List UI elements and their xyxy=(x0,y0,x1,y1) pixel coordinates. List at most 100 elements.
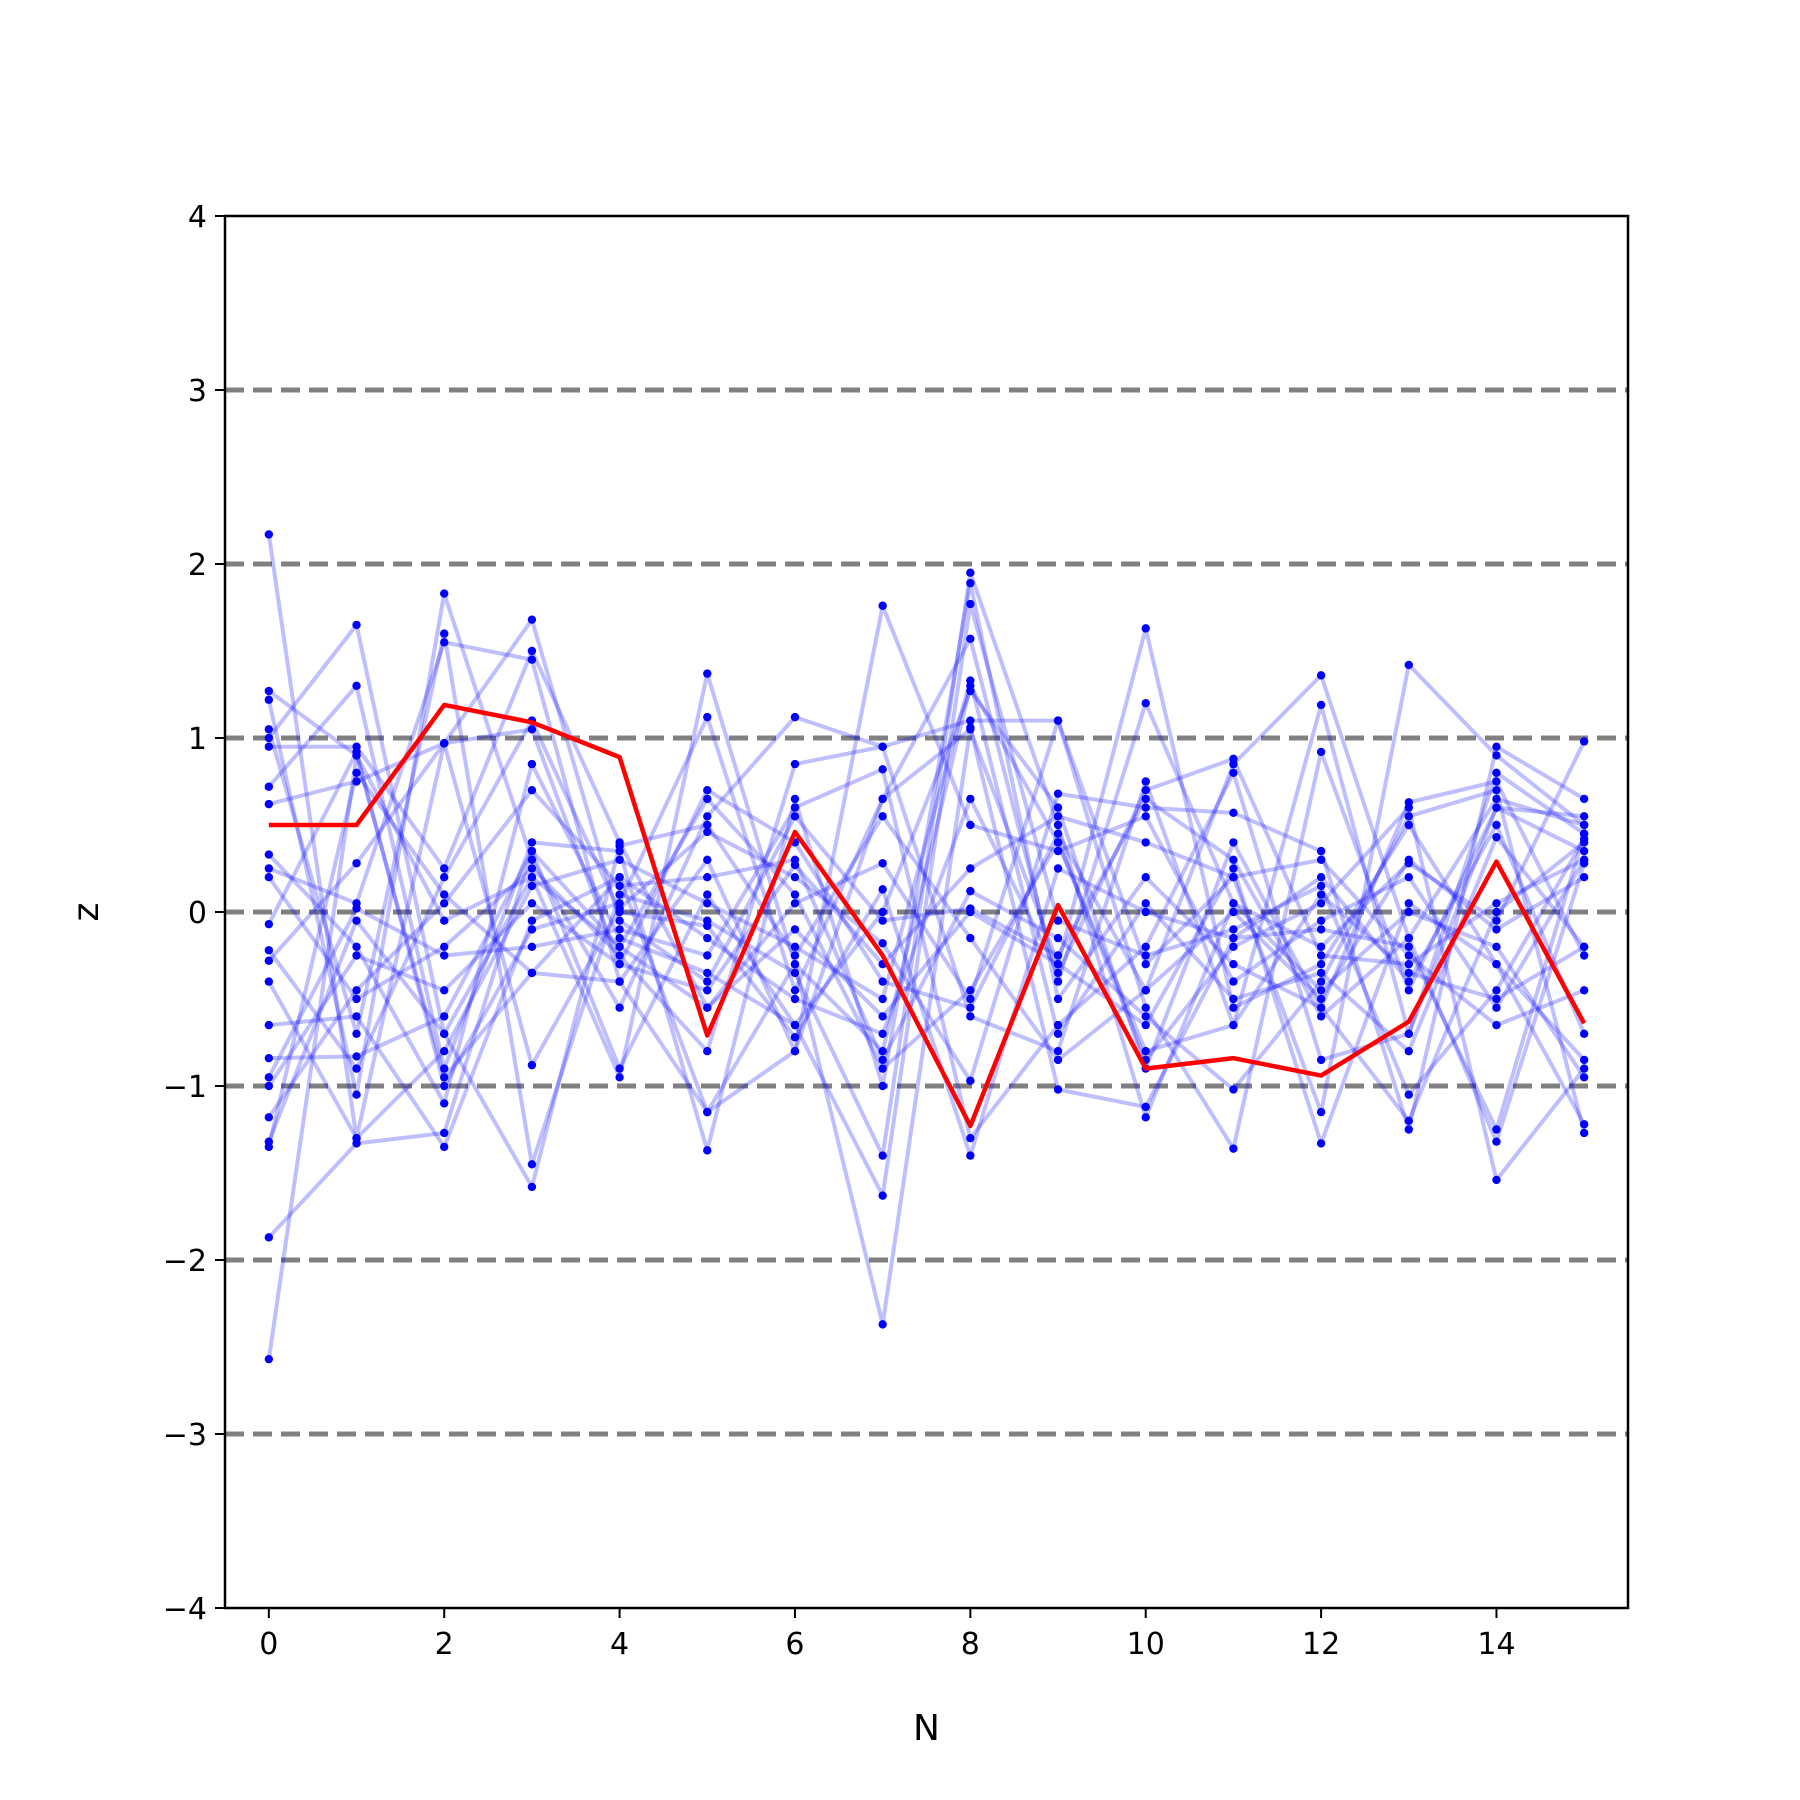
trajectory-line xyxy=(266,814,1586,1189)
y-axis-label: z xyxy=(66,903,107,922)
trajectory-point xyxy=(1579,986,1589,995)
trajectory-point xyxy=(264,1053,274,1063)
trajectory-point xyxy=(1404,812,1413,821)
trajectory-point xyxy=(1053,977,1063,986)
trajectory-point xyxy=(1404,960,1413,969)
trajectory-point xyxy=(1579,1120,1589,1129)
trajectory-point xyxy=(440,873,449,882)
trajectory-point xyxy=(703,1003,712,1012)
x-tick-label: 6 xyxy=(785,1627,804,1662)
trajectory-point xyxy=(1141,907,1150,917)
trajectory-point xyxy=(1229,855,1238,864)
trajectory-point xyxy=(790,812,800,821)
trajectory-point xyxy=(527,881,537,891)
trajectory-point xyxy=(1141,1047,1150,1056)
trajectory-point xyxy=(264,946,274,955)
trajectory-point xyxy=(1229,907,1238,917)
trajectory-point xyxy=(615,951,624,960)
trajectory-point xyxy=(1053,838,1063,847)
trajectory-point xyxy=(1492,777,1501,786)
trajectory-point xyxy=(790,925,800,934)
trajectory-point xyxy=(966,1003,975,1012)
trajectory-point xyxy=(966,886,975,896)
trajectory-point xyxy=(1492,1020,1501,1030)
trajectory-line xyxy=(267,626,1586,1126)
trajectory-point xyxy=(1229,942,1238,951)
trajectory-lines xyxy=(266,534,1587,1360)
trajectory-point xyxy=(440,1064,449,1073)
trajectory-point xyxy=(1492,986,1501,995)
x-tick-label: 12 xyxy=(1302,1627,1340,1662)
trajectory-line xyxy=(266,591,1586,1097)
trajectory-point xyxy=(1404,873,1413,882)
trajectory-point xyxy=(1141,986,1150,995)
trajectory-point xyxy=(1053,812,1063,821)
trajectory-point xyxy=(1316,890,1326,899)
y-tick-label: 0 xyxy=(188,896,207,931)
trajectory-point xyxy=(966,864,975,873)
trajectory-point xyxy=(527,968,537,978)
trajectory-point xyxy=(352,1012,361,1021)
trajectory-point xyxy=(1229,994,1238,1004)
trajectory-point xyxy=(352,1052,361,1061)
trajectory-point xyxy=(440,739,449,748)
trajectory-point xyxy=(703,933,712,943)
trajectory-point xyxy=(527,925,537,934)
trajectory-point xyxy=(878,1029,887,1039)
trajectory-point xyxy=(615,873,624,882)
trajectory-point xyxy=(1141,942,1150,951)
trajectory-point xyxy=(1141,1020,1150,1030)
trajectory-point xyxy=(966,907,975,917)
trajectory-point xyxy=(440,1047,449,1056)
trajectory-line xyxy=(268,796,1586,1071)
trajectory-point xyxy=(1053,1029,1063,1039)
trajectory-point xyxy=(440,638,449,647)
trajectory-point xyxy=(1404,1029,1413,1039)
trajectory-point xyxy=(1404,951,1413,960)
trajectory-point xyxy=(878,1081,887,1091)
trajectory-point xyxy=(352,859,361,868)
trajectory-point xyxy=(1141,873,1150,882)
trajectory-point xyxy=(878,907,887,917)
trajectory-point xyxy=(1492,803,1501,812)
trajectory-point xyxy=(264,1073,274,1082)
trajectory-point xyxy=(966,994,975,1004)
trajectory-point xyxy=(878,1012,887,1021)
trajectory-point xyxy=(966,1012,975,1021)
trajectory-point xyxy=(264,956,274,965)
trajectory-point xyxy=(264,782,274,791)
trajectory-point xyxy=(703,873,712,882)
trajectory-point xyxy=(1579,838,1589,847)
trajectory-point xyxy=(1053,846,1063,856)
trajectory-point xyxy=(1492,751,1501,760)
trajectory-point xyxy=(790,899,800,908)
trajectory-point xyxy=(527,838,537,847)
trajectory-point xyxy=(264,725,274,734)
trajectory-point xyxy=(615,881,624,891)
trajectory-point xyxy=(1053,933,1063,943)
trajectory-line xyxy=(267,678,1586,1141)
trajectory-point xyxy=(1229,899,1238,908)
trajectory-point xyxy=(703,986,712,995)
trajectory-point xyxy=(1404,899,1413,908)
trajectory-line xyxy=(266,570,1586,1167)
trajectory-point xyxy=(440,1073,449,1082)
trajectory-line xyxy=(267,814,1585,1088)
trajectory-point xyxy=(1492,820,1501,830)
trajectory-point xyxy=(790,986,800,995)
trajectory-point xyxy=(1053,916,1063,925)
trajectory-point xyxy=(1141,777,1150,786)
trajectory-point xyxy=(264,686,274,696)
trajectory-point xyxy=(1492,994,1501,1004)
trajectory-point xyxy=(878,1191,887,1200)
y-axis-ticks: −4 −3 −2 −1 0 1 2 3 4 xyxy=(163,200,225,1627)
trajectory-point xyxy=(1492,942,1501,951)
trajectory-point xyxy=(264,1233,274,1242)
trajectory-point xyxy=(527,873,537,882)
trajectory-line xyxy=(267,602,1586,1198)
trajectory-point xyxy=(615,907,624,917)
trajectory-point xyxy=(527,1160,537,1169)
trajectory-point xyxy=(1229,960,1238,969)
trajectory-point xyxy=(352,681,361,690)
trajectory-point xyxy=(878,1055,887,1065)
